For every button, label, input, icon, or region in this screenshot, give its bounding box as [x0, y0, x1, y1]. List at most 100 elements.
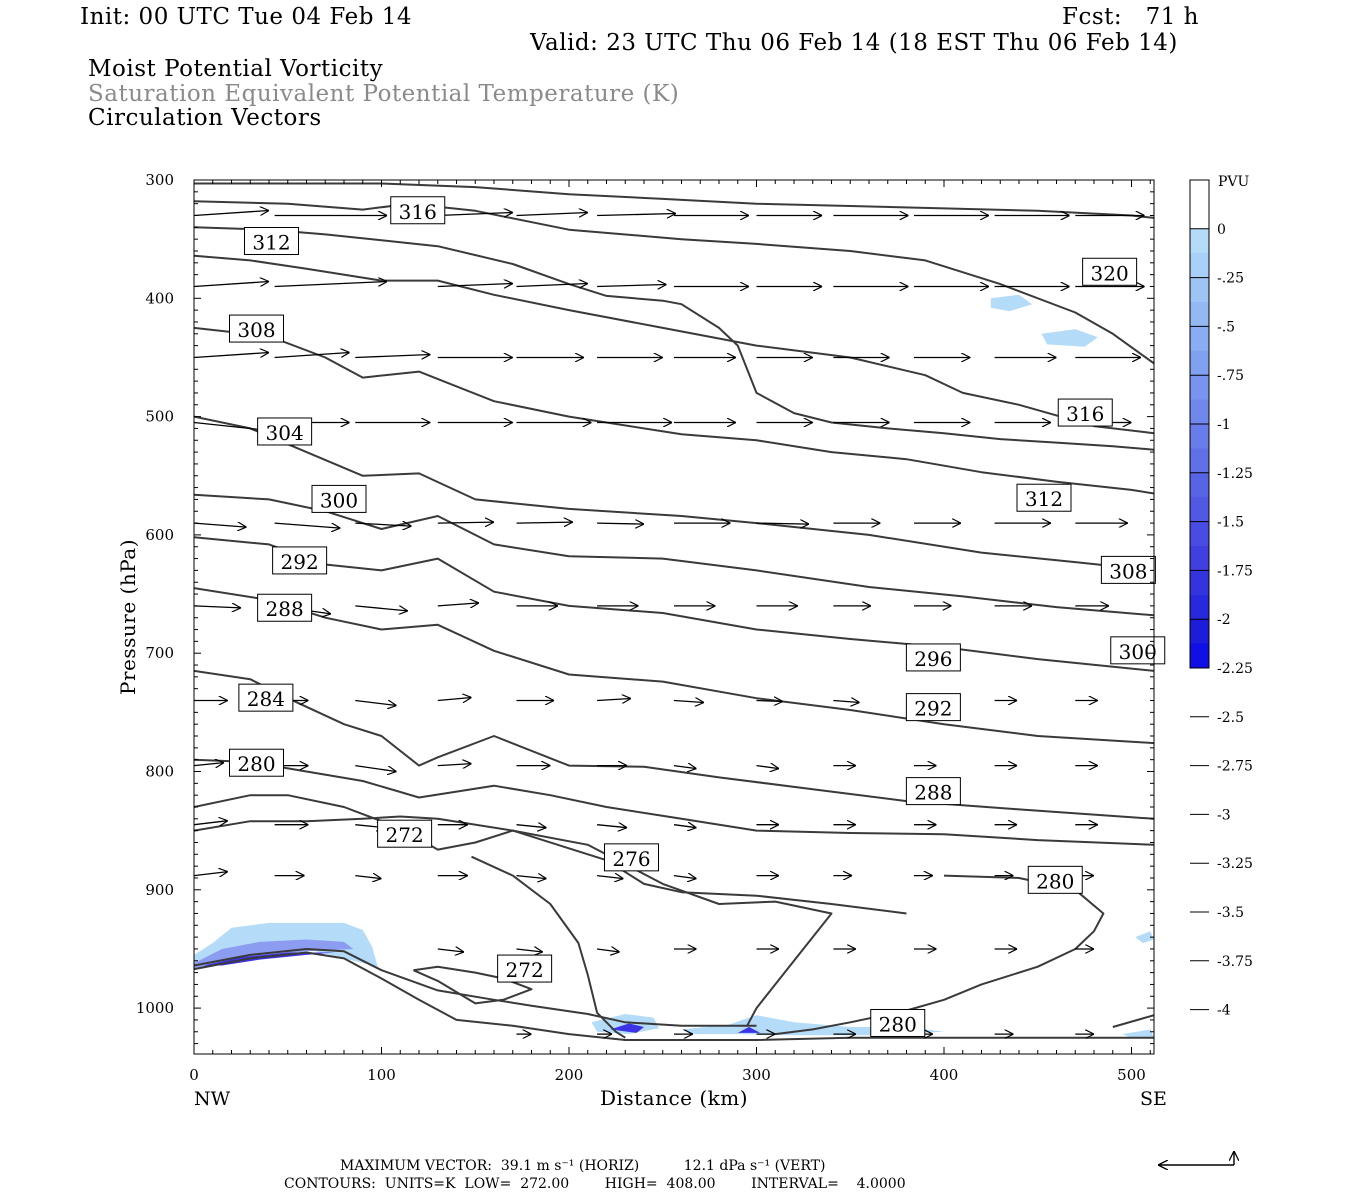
circulation-vector	[194, 821, 228, 825]
contour-label-300: 300	[311, 484, 367, 513]
svg-text:296: 296	[914, 647, 952, 671]
colorbar-label: -1	[1217, 417, 1231, 433]
contour-label-316: 316	[390, 196, 446, 225]
forecast-hour-label: Fcst: 71 h	[1062, 4, 1199, 30]
colorbar-swatch	[1190, 277, 1209, 303]
circulation-vector	[516, 213, 588, 216]
svg-text:312: 312	[1025, 487, 1063, 511]
svg-text:272: 272	[506, 958, 544, 982]
mpv-region	[1041, 329, 1098, 347]
svg-text:280: 280	[1036, 869, 1074, 893]
colorbar-swatch	[1190, 521, 1209, 547]
colorbar-label: -3	[1217, 807, 1231, 823]
x-axis-right-label: SE	[1140, 1088, 1167, 1110]
contour-label-304: 304	[257, 417, 313, 446]
circulation-vector	[597, 876, 623, 879]
contour-label-300: 300	[1110, 636, 1166, 665]
theta-es-contour-304	[194, 415, 1154, 572]
colorbar-swatch	[1190, 546, 1209, 571]
circulation-vector	[673, 876, 697, 879]
contour-label-308: 308	[229, 314, 284, 343]
theta-es-contour-316	[194, 226, 1154, 451]
x-tick-label: 0	[189, 1066, 199, 1084]
svg-text:276: 276	[612, 847, 650, 871]
circulation-vector	[516, 284, 588, 287]
colorbar-swatch	[1190, 448, 1209, 474]
circulation-vector	[437, 284, 513, 287]
circulation-vector	[673, 825, 697, 828]
circulation-vector	[437, 603, 479, 606]
colorbar-label: -1.25	[1217, 466, 1253, 482]
mpv-region	[737, 1027, 761, 1033]
theta-es-contour-288	[194, 669, 1154, 820]
colorbar-label: -2.5	[1217, 710, 1244, 726]
theta-es-contour-276	[471, 855, 626, 1039]
colorbar-swatch	[1190, 619, 1209, 645]
circulation-vector	[194, 606, 241, 608]
colorbar-label: -3.25	[1217, 856, 1253, 872]
field-title-mpv: Moist Potential Vorticity	[88, 56, 384, 82]
theta-es-contour-280	[194, 794, 833, 1027]
circulation-vector	[274, 522, 341, 528]
circulation-vector	[274, 353, 350, 359]
circulation-vector	[516, 949, 543, 952]
mpv-region	[1135, 931, 1154, 943]
circulation-vector	[597, 949, 620, 952]
circulation-vector	[516, 876, 547, 879]
theta-es-contour-312	[194, 254, 1154, 435]
contour-label-272: 272	[497, 954, 553, 983]
circulation-vector	[355, 523, 411, 526]
theta-es-contour-320	[194, 182, 1154, 219]
colorbar-swatch	[1190, 570, 1209, 596]
colorbar-label: 0	[1217, 222, 1226, 238]
circulation-vector	[355, 355, 430, 358]
svg-text:304: 304	[266, 421, 304, 445]
svg-text:284: 284	[247, 687, 285, 711]
plot-frame	[193, 179, 1155, 1055]
colorbar-swatch	[1190, 375, 1209, 401]
circulation-vector	[597, 523, 644, 524]
circulation-vector	[597, 825, 627, 828]
circulation-vector	[194, 872, 228, 876]
circulation-vector	[673, 701, 704, 703]
y-tick-label: 600	[145, 526, 174, 544]
svg-text:288: 288	[914, 781, 952, 805]
theta-es-contour-280	[194, 815, 907, 915]
contour-label-292: 292	[905, 693, 961, 722]
contour-label-308: 308	[1100, 555, 1156, 584]
y-tick-label: 1000	[136, 999, 174, 1017]
contour-label-280: 280	[1027, 865, 1083, 894]
contour-label-320: 320	[1082, 257, 1138, 286]
maximum-vector-note: MAXIMUM VECTOR: 39.1 m s⁻¹ (HORIZ) 12.1 …	[340, 1158, 826, 1174]
theta-es-contour-316	[194, 200, 1154, 365]
svg-text:288: 288	[266, 597, 304, 621]
theta-es-contour-272	[194, 951, 1154, 1041]
colorbar-label: -.25	[1217, 271, 1244, 287]
circulation-vector	[194, 211, 269, 217]
colorbar-swatch	[1190, 253, 1209, 279]
contour-label-272: 272	[377, 819, 433, 848]
theta-es-contour-280	[775, 874, 1105, 1036]
colorbar-label: -3.5	[1217, 905, 1244, 921]
circulation-vector	[673, 766, 697, 769]
colorbar-swatch	[1190, 228, 1209, 254]
svg-text:320: 320	[1091, 261, 1129, 285]
init-time-label: Init: 00 UTC Tue 04 Feb 14	[80, 4, 413, 30]
colorbar-swatch	[1190, 326, 1209, 352]
contour-label-312: 312	[1016, 483, 1072, 512]
colorbar-label: -3.75	[1217, 954, 1253, 970]
x-tick-label: 500	[1117, 1066, 1146, 1084]
circulation-vector	[833, 701, 859, 703]
circulation-vector	[194, 353, 269, 359]
theta-es-contour-308	[194, 326, 1154, 495]
circulation-vector	[437, 213, 513, 216]
y-tick-label: 800	[145, 763, 174, 781]
circulation-vector	[516, 522, 573, 523]
svg-text:308: 308	[1109, 559, 1147, 583]
circulation-vector	[194, 282, 269, 288]
colorbar-label: -1.75	[1217, 563, 1253, 579]
circulation-vector	[437, 949, 464, 952]
contour-label-288: 288	[905, 777, 961, 806]
reference-vector-icon	[1158, 1151, 1234, 1165]
colorbar-label: -.5	[1217, 319, 1235, 335]
